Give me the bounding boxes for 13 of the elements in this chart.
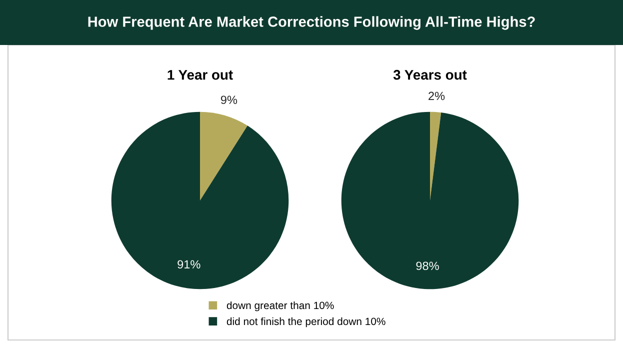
chart-subtitle: 3 Years out <box>393 70 467 80</box>
pie-slice <box>341 112 519 290</box>
legend-label: down greater than 10% <box>226 301 334 312</box>
chart-title: How Frequent Are Market Corrections Following All-Time Highs? <box>88 16 535 30</box>
data-label: 98% <box>416 262 439 270</box>
pie-slice <box>111 112 289 290</box>
data-label: 2% <box>428 92 445 100</box>
pie-slice <box>430 112 442 200</box>
data-label: 91% <box>178 260 200 269</box>
legend-label: did not finish the period down 10% <box>226 317 386 328</box>
chart-subtitle: 1 Year out <box>168 70 233 80</box>
data-label: 9% <box>220 96 238 104</box>
pie-slice <box>200 112 248 200</box>
